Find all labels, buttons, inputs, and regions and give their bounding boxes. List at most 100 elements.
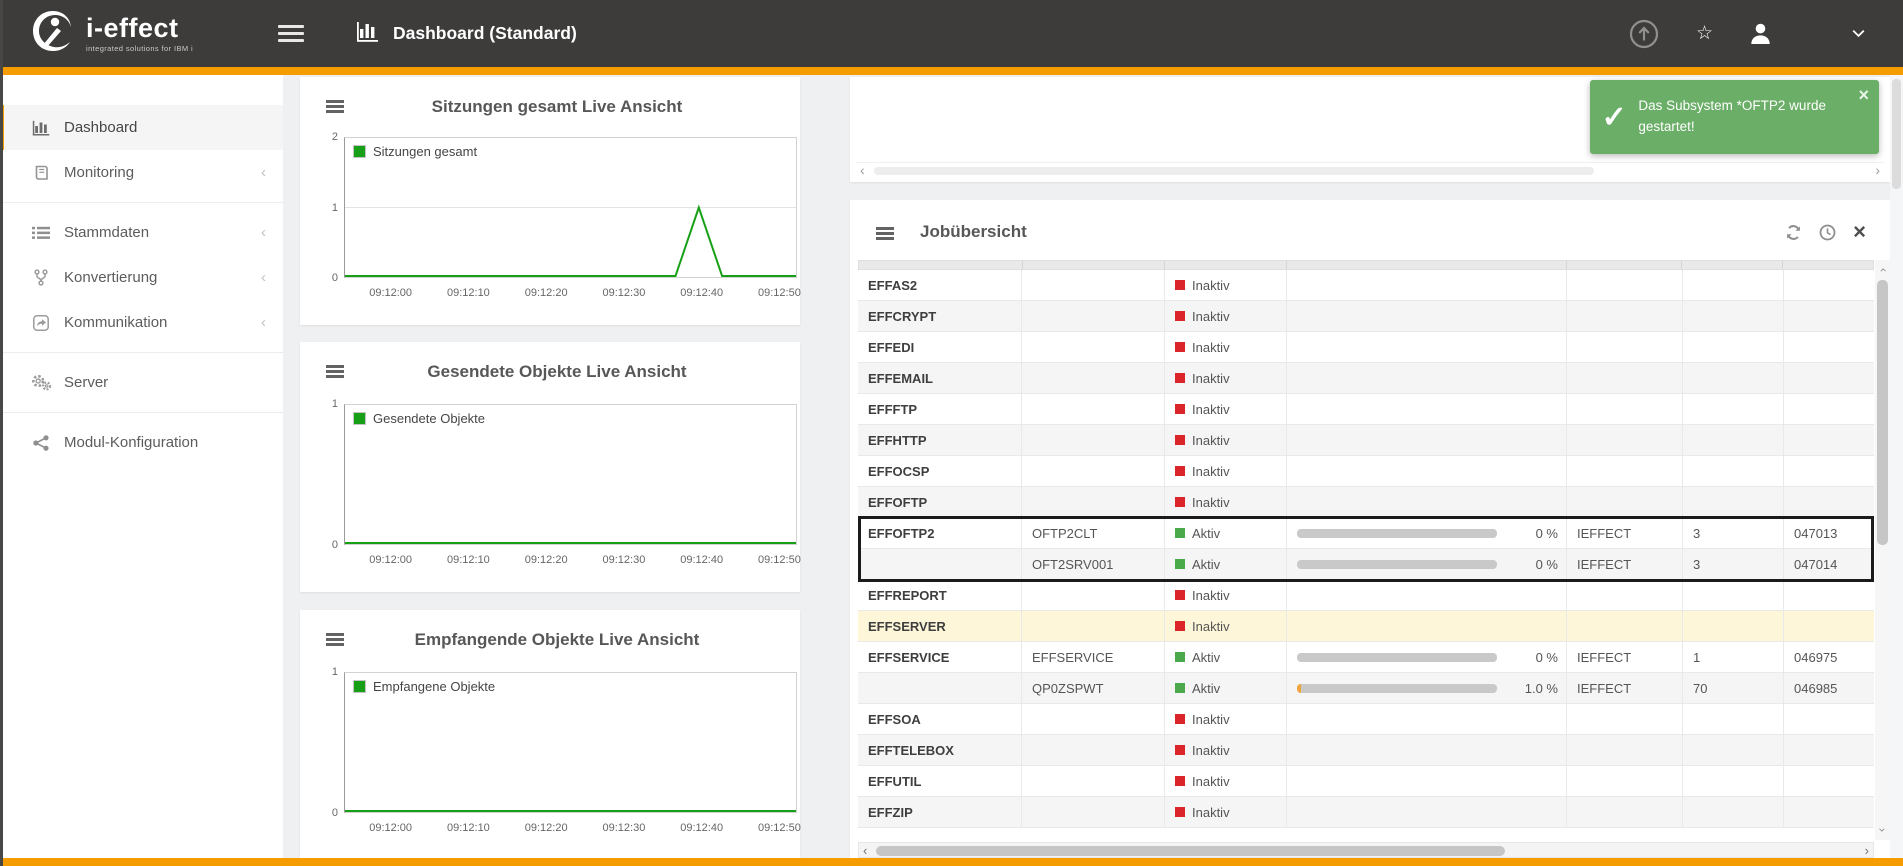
table-row[interactable]: EFFREPORT Inaktiv bbox=[858, 580, 1874, 611]
cell-status: Aktiv bbox=[1165, 549, 1287, 579]
table-row[interactable]: EFFTELEBOX Inaktiv bbox=[858, 735, 1874, 766]
scroll-left-icon[interactable]: ‹ bbox=[863, 842, 868, 858]
vertical-scrollbar[interactable]: › › bbox=[1875, 260, 1890, 840]
app-logo[interactable]: i-effect integrated solutions for IBM i bbox=[30, 9, 260, 58]
status-square-icon bbox=[1175, 528, 1185, 538]
status-text: Inaktiv bbox=[1192, 370, 1230, 386]
status-square-icon bbox=[1175, 621, 1185, 631]
scrollbar-thumb[interactable] bbox=[874, 167, 1594, 175]
bar-chart-icon bbox=[29, 120, 53, 136]
scroll-right-icon[interactable]: › bbox=[1875, 162, 1880, 178]
scrollbar-thumb[interactable] bbox=[1877, 280, 1888, 545]
sidebar-toggle-hamburger-icon[interactable] bbox=[278, 25, 304, 42]
status-text: Inaktiv bbox=[1192, 432, 1230, 448]
status-text: Inaktiv bbox=[1192, 277, 1230, 293]
sidebar-item-server[interactable]: Server bbox=[0, 360, 283, 405]
horizontal-scrollbar[interactable]: ‹ › bbox=[858, 842, 1874, 858]
table-row[interactable]: EFFZIP Inaktiv bbox=[858, 797, 1874, 828]
scroll-down-icon[interactable]: › bbox=[1875, 828, 1890, 832]
cell-status: Aktiv bbox=[1165, 673, 1287, 703]
sidebar-item-monitoring[interactable]: Monitoring ‹ bbox=[0, 150, 283, 195]
status-text: Inaktiv bbox=[1192, 308, 1230, 324]
cell-user bbox=[1567, 735, 1683, 765]
panel-menu-hamburger-icon[interactable] bbox=[326, 100, 344, 113]
cell-count: 1 bbox=[1683, 642, 1784, 672]
y-axis-tick-label: 0 bbox=[331, 807, 338, 819]
cell-subsystem: EFFREPORT bbox=[858, 580, 1022, 610]
toast-close-icon[interactable]: × bbox=[1858, 85, 1869, 105]
cell-job: OFT2SRV001 bbox=[1022, 549, 1165, 579]
table-row[interactable]: EFFSERVER Inaktiv bbox=[858, 611, 1874, 642]
panel-menu-hamburger-icon[interactable] bbox=[326, 365, 344, 378]
cell-job bbox=[1022, 611, 1165, 641]
collapse-chevron-icon: ‹ bbox=[261, 314, 266, 331]
cell-progress bbox=[1287, 766, 1567, 796]
table-row[interactable]: EFFHTTP Inaktiv bbox=[858, 425, 1874, 456]
table-row[interactable]: EFFCRYPT Inaktiv bbox=[858, 301, 1874, 332]
cell-progress: 1.0 % bbox=[1287, 673, 1567, 703]
x-axis-tick-label: 09:12:50 bbox=[758, 554, 801, 566]
success-toast: ✓ Das Subsystem *OFTP2 wurde gestartet! … bbox=[1590, 80, 1879, 154]
cell-user bbox=[1567, 487, 1683, 517]
cell-jobnumber: 046975 bbox=[1794, 649, 1838, 665]
horizontal-scrollbar[interactable]: ‹ › bbox=[856, 162, 1884, 177]
cell-user bbox=[1567, 611, 1683, 641]
cell-count bbox=[1683, 487, 1784, 517]
logo-subtitle: integrated solutions for IBM i bbox=[86, 43, 194, 53]
cell-subsystem: EFFFTP bbox=[858, 394, 1022, 424]
table-row[interactable]: EFFUTIL Inaktiv bbox=[858, 766, 1874, 797]
close-panel-icon[interactable]: × bbox=[1853, 219, 1866, 244]
x-axis-tick-label: 09:12:50 bbox=[758, 287, 801, 299]
table-row[interactable]: QP0ZSPWT Aktiv 1.0 % IEFFECT 70 046985 bbox=[858, 673, 1874, 704]
table-row[interactable]: EFFOFTP Inaktiv bbox=[858, 487, 1874, 518]
cell-job bbox=[1022, 332, 1165, 362]
status-square-icon bbox=[1175, 776, 1185, 786]
sidebar-item-stammdaten[interactable]: Stammdaten ‹ bbox=[0, 210, 283, 255]
job-panel-title: Jobübersicht bbox=[920, 222, 1027, 241]
table-row[interactable]: EFFOCSP Inaktiv bbox=[858, 456, 1874, 487]
panel-menu-hamburger-icon[interactable] bbox=[326, 633, 344, 646]
cell-jobnumber bbox=[1784, 425, 1874, 455]
cell-job: EFFSERVICE bbox=[1022, 642, 1165, 672]
scrollbar-thumb[interactable] bbox=[876, 846, 1505, 856]
table-row[interactable]: EFFSERVICE EFFSERVICE Aktiv 0 % IEFFECT … bbox=[858, 642, 1874, 673]
table-row[interactable]: EFFEDI Inaktiv bbox=[858, 332, 1874, 363]
table-row[interactable]: EFFFTP Inaktiv bbox=[858, 394, 1874, 425]
table-row[interactable]: EFFAS2 Inaktiv bbox=[858, 270, 1874, 301]
table-row[interactable]: OFT2SRV001 Aktiv 0 % IEFFECT 3 047014 bbox=[858, 549, 1874, 580]
progress-bar bbox=[1297, 528, 1497, 538]
page-title: Dashboard (Standard) bbox=[393, 23, 577, 43]
collapse-chevron-icon: ‹ bbox=[261, 269, 266, 286]
scrollbar-thumb[interactable] bbox=[1892, 79, 1901, 189]
sidebar-item-kommunikation[interactable]: Kommunikation ‹ bbox=[0, 300, 283, 345]
table-row[interactable]: EFFOFTP2 OFTP2CLT Aktiv 0 % IEFFECT 3 04… bbox=[858, 518, 1874, 549]
panel-menu-hamburger-icon[interactable] bbox=[876, 227, 894, 240]
status-text: Inaktiv bbox=[1192, 773, 1230, 789]
refresh-icon[interactable] bbox=[1785, 224, 1802, 241]
panel-received-objects-live-chart: Empfangende Objekte Live Ansicht Empfang… bbox=[300, 610, 801, 858]
favorite-star-icon[interactable]: ☆ bbox=[1695, 23, 1713, 44]
dashboard-icon bbox=[356, 21, 380, 47]
clock-icon[interactable] bbox=[1819, 224, 1836, 241]
page-scrollbar[interactable] bbox=[1890, 75, 1903, 858]
job-table: EFFAS2 Inaktiv EFFCRYPT Inaktiv EFFEDI bbox=[858, 260, 1874, 828]
scroll-right-icon[interactable]: › bbox=[1864, 842, 1869, 858]
cell-job bbox=[1022, 270, 1165, 300]
x-axis-tick-label: 09:12:20 bbox=[524, 287, 568, 299]
scroll-left-icon[interactable]: ‹ bbox=[860, 162, 865, 178]
chart-legend: Empfangene Objekte bbox=[353, 679, 495, 694]
sidebar-item-dashboard[interactable]: Dashboard bbox=[0, 105, 283, 150]
cell-subsystem: EFFSERVICE bbox=[858, 642, 1022, 672]
user-icon[interactable] bbox=[1749, 22, 1772, 45]
panel-sent-objects-live-chart: Gesendete Objekte Live Ansicht Gesendete… bbox=[300, 342, 801, 592]
table-row[interactable]: EFFEMAIL Inaktiv bbox=[858, 363, 1874, 394]
header-menu-chevron-down-icon[interactable] bbox=[1852, 29, 1865, 38]
sidebar-item-konvertierung[interactable]: Konvertierung ‹ bbox=[0, 255, 283, 300]
sidebar-item-modul-konfiguration[interactable]: Modul-Konfiguration bbox=[0, 420, 283, 465]
status-square-icon bbox=[1175, 807, 1185, 817]
scroll-up-icon[interactable]: › bbox=[1875, 268, 1890, 272]
table-row[interactable]: EFFSOA Inaktiv bbox=[858, 704, 1874, 735]
x-axis-tick-label: 09:12:10 bbox=[446, 822, 490, 834]
update-circle-arrow-icon[interactable] bbox=[1628, 18, 1660, 50]
cell-status: Aktiv bbox=[1165, 518, 1287, 548]
